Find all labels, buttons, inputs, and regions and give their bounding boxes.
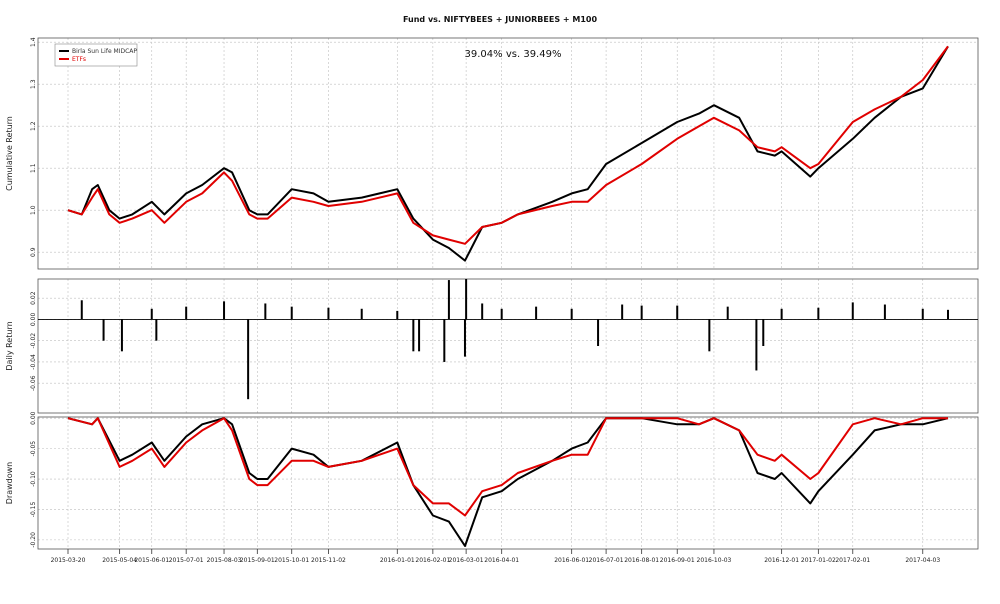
return-bar <box>185 306 188 320</box>
fund-line <box>67 45 949 262</box>
return-bar <box>570 308 573 320</box>
return-bar <box>921 308 924 320</box>
fund-line <box>67 417 949 547</box>
x-tick-label: 2015-03-20 <box>51 557 86 564</box>
return-bar <box>327 307 330 320</box>
return-bar <box>247 319 250 400</box>
x-tick-label: 2016-12-01 <box>764 557 799 564</box>
x-tick-label: 2015-11-02 <box>311 557 346 564</box>
y-tick-label: -0.05 <box>30 441 37 457</box>
x-tick-label: 2015-08-03 <box>207 557 242 564</box>
legend-box <box>54 43 138 67</box>
legend-label: Birla Sun Life MIDCAP <box>72 48 137 55</box>
panel-frame <box>37 416 979 550</box>
return-bar <box>360 308 363 320</box>
x-tick-label: 2016-09-01 <box>660 557 695 564</box>
return-bar <box>102 319 105 341</box>
y-tick-label: -0.15 <box>30 502 37 518</box>
return-bar <box>817 307 820 320</box>
return-bar <box>621 304 624 320</box>
chart-annotation: 39.04% vs. 39.49% <box>465 49 562 60</box>
x-tick-label: 2015-07-01 <box>169 557 204 564</box>
chart-title: Fund vs. NIFTYBEES + JUNIORBEES + M100 <box>403 15 597 24</box>
y-tick-label: -0.10 <box>30 471 37 487</box>
return-bar <box>396 310 399 320</box>
y-tick-label: -0.06 <box>30 375 37 391</box>
return-bar <box>708 319 711 352</box>
y-tick-label: 1.1 <box>30 163 37 173</box>
panel-frame <box>37 37 979 270</box>
x-tick-label: 2015-10-01 <box>274 557 309 564</box>
x-tick-label: 2016-01-01 <box>380 557 415 564</box>
return-bar <box>500 308 503 320</box>
return-bar <box>755 319 758 371</box>
x-tick-label: 2015-09-01 <box>240 557 275 564</box>
x-tick-label: 2015-05-04 <box>102 557 137 564</box>
x-tick-label: 2016-10-03 <box>697 557 732 564</box>
y-tick-label: 0.9 <box>30 247 37 257</box>
x-tick-label: 2016-03-01 <box>449 557 484 564</box>
return-bar <box>120 319 123 352</box>
y-tick-label: 0.02 <box>30 291 37 305</box>
return-bar <box>80 300 83 320</box>
y-tick-label: -0.04 <box>30 354 37 370</box>
return-bar <box>535 306 538 320</box>
y-tick-label: 1.0 <box>30 205 37 215</box>
x-tick-label: 2017-02-01 <box>835 557 870 564</box>
y-tick-label: 1.2 <box>30 121 37 131</box>
etf-line <box>67 417 948 517</box>
return-bar <box>851 302 854 320</box>
y-tick-label: -0.02 <box>30 333 37 349</box>
x-tick-label: 2016-06-01 <box>554 557 589 564</box>
return-bar <box>150 308 153 320</box>
y-axis-label: Drawdown <box>5 462 14 504</box>
return-bar <box>481 303 484 320</box>
return-bar <box>780 308 783 320</box>
panel-frame <box>37 278 979 414</box>
return-bar <box>947 309 949 320</box>
return-bar <box>597 319 600 346</box>
return-bar <box>412 319 415 352</box>
y-tick-label: 0.00 <box>30 313 37 327</box>
y-axis-label: Cumulative Return <box>5 116 14 191</box>
x-tick-label: 2017-01-02 <box>801 557 836 564</box>
y-tick-label: 0.00 <box>30 411 37 425</box>
return-bar <box>443 319 446 362</box>
return-bar <box>290 306 293 320</box>
legend-label: ETFs <box>72 56 86 63</box>
x-tick-label: 2016-04-01 <box>484 557 519 564</box>
return-bar <box>676 305 679 320</box>
plot-area: 0.9 1.0 1.1 1.2 1.3 1.4 Cumulative Return -0.06… <box>5 37 979 564</box>
x-tick-label: 2017-04-03 <box>905 557 940 564</box>
return-bar <box>264 303 267 320</box>
return-bar <box>465 279 468 320</box>
return-bar <box>883 304 886 320</box>
return-bar <box>447 280 450 320</box>
return-bar <box>640 305 643 320</box>
etf-line <box>67 45 949 245</box>
return-bar <box>762 319 765 346</box>
x-tick-label: 2016-07-01 <box>589 557 624 564</box>
x-tick-label: 2016-08-01 <box>624 557 659 564</box>
x-tick-label: 2015-06-01 <box>134 557 169 564</box>
y-tick-label: 1.3 <box>30 79 37 89</box>
return-bar <box>463 319 466 357</box>
y-axis-label: Daily Return <box>5 321 14 370</box>
y-tick-label: -0.20 <box>30 532 37 548</box>
return-bar <box>418 319 421 352</box>
return-bar <box>726 306 729 320</box>
x-tick-label: 2016-02-01 <box>415 557 450 564</box>
return-bar <box>155 319 158 341</box>
y-tick-label: 1.4 <box>30 37 37 47</box>
return-bar <box>223 301 226 320</box>
